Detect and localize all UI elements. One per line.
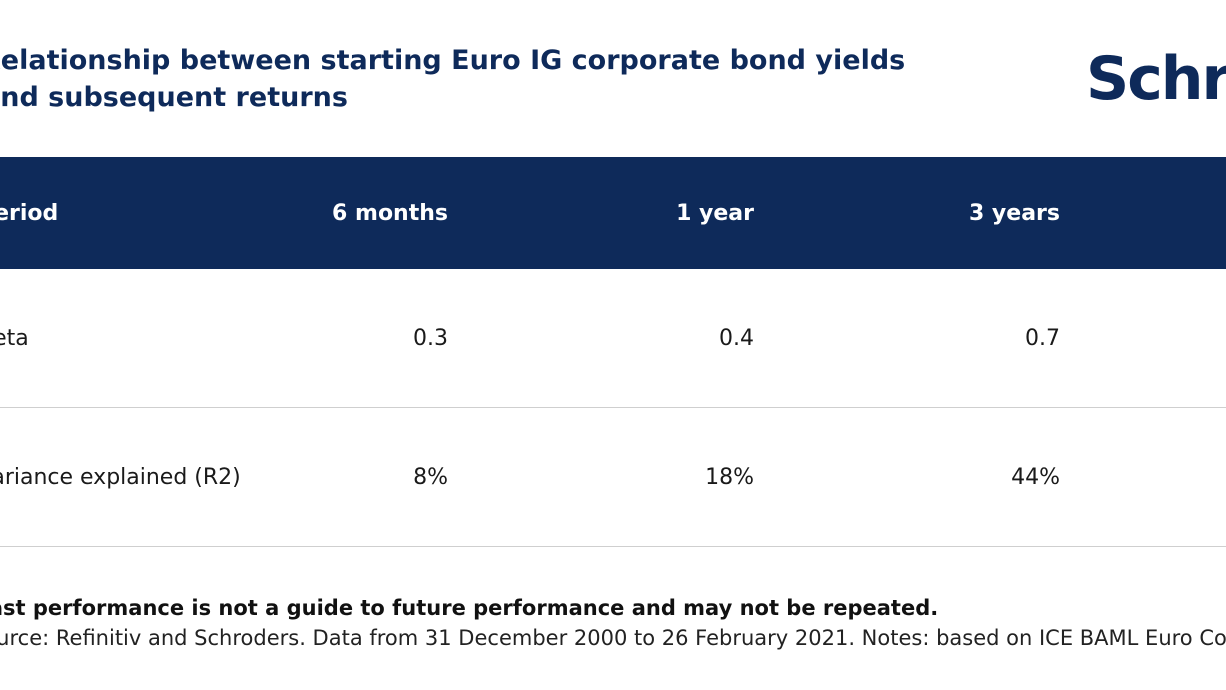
title-line-1: Relationship between starting Euro IG co… [0, 45, 906, 76]
row-label: Beta [0, 325, 29, 351]
row-label: Variance explained (R2) [0, 464, 241, 490]
header-period: Period [0, 200, 59, 226]
performance-disclaimer: Past performance is not a guide to futur… [0, 596, 939, 620]
title-line-2: and subsequent returns [0, 82, 348, 113]
schroders-logo: Schroders [1086, 44, 1226, 114]
table-row: Variance explained (R2) 8% 18% 44% [0, 408, 1226, 547]
source-note: Source: Refinitiv and Schroders. Data fr… [0, 626, 1226, 650]
cell-6-months: 8% [413, 464, 448, 490]
cell-6-months: 0.3 [413, 325, 448, 351]
header-1-year: 1 year [676, 200, 754, 226]
table-row: Beta 0.3 0.4 0.7 [0, 269, 1226, 408]
header-3-years: 3 years [968, 200, 1060, 226]
cell-1-year: 18% [705, 464, 754, 490]
cell-1-year: 0.4 [719, 325, 754, 351]
header-6-months: 6 months [332, 200, 448, 226]
cell-3-years: 0.7 [1025, 325, 1060, 351]
page-title: Relationship between starting Euro IG co… [0, 42, 905, 116]
data-table: Period 6 months 1 year 3 years Beta 0.3 … [0, 157, 1226, 547]
table-header-row: Period 6 months 1 year 3 years [0, 157, 1226, 269]
cell-3-years: 44% [1011, 464, 1060, 490]
